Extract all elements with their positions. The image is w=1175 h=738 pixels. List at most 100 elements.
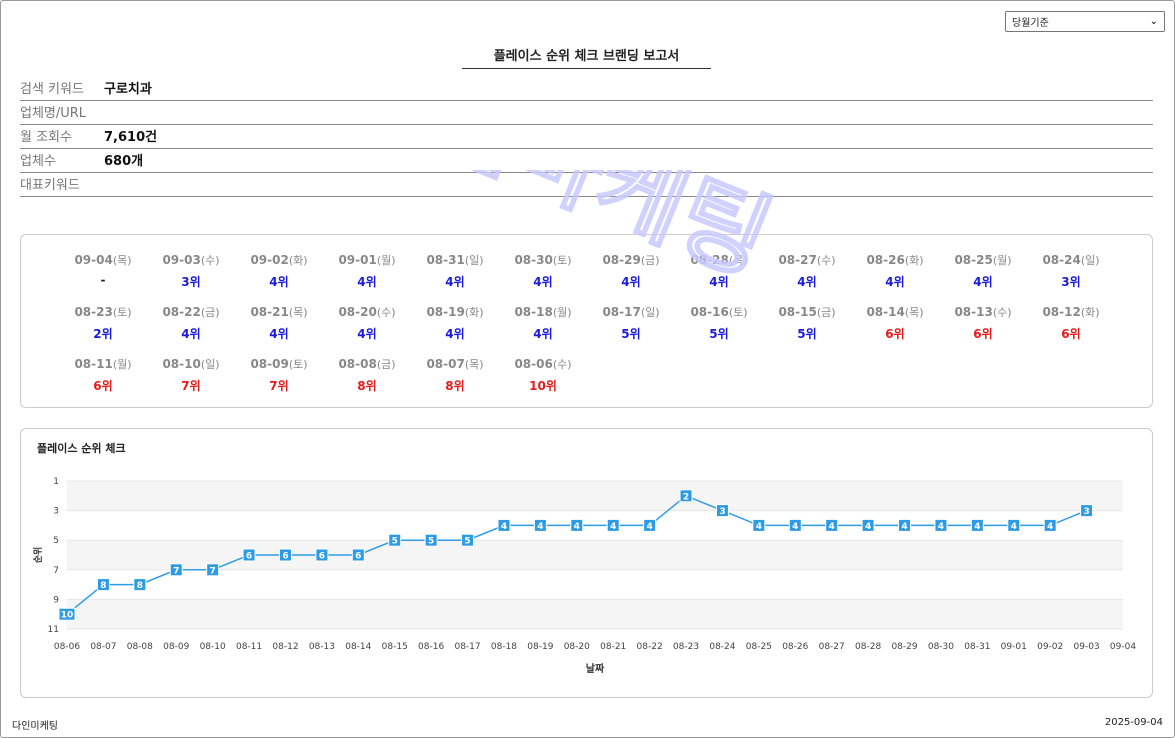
rank-weekday: (수): [376, 306, 396, 319]
info-label: 월 조회수: [20, 130, 72, 145]
rank-day-cell: 08-15(금) 5위: [763, 304, 851, 342]
info-value: 7,610건: [104, 130, 158, 145]
data-point: [206, 563, 220, 577]
info-value: 구로치과: [104, 82, 152, 97]
rank-weekday: (수): [816, 254, 836, 267]
data-point: [898, 518, 912, 532]
rank-value: 4위: [445, 327, 465, 341]
rank-date-text: 08-12: [1042, 305, 1081, 319]
data-label: 4: [829, 522, 835, 532]
footer-company: 다인미케팅: [12, 721, 58, 732]
info-value: 680개: [104, 154, 144, 169]
x-tick-label: 08-26: [782, 642, 808, 652]
x-tick-label: 08-24: [709, 642, 735, 652]
rank-date: 09-01(월): [323, 252, 411, 268]
rank-weekday: (토): [288, 358, 308, 371]
x-tick-label: 08-18: [491, 642, 517, 652]
rank-value: 4위: [357, 275, 377, 289]
rank-value: 4위: [885, 275, 905, 289]
rank-date-text: 08-09: [250, 357, 289, 371]
rank-date-text: 08-15: [778, 305, 817, 319]
data-label: 4: [501, 522, 507, 532]
rank-weekday: (월): [552, 306, 572, 319]
rank-day-cell: 08-30(토) 4위: [499, 252, 587, 290]
data-label: 4: [901, 522, 907, 532]
rank-day-cell: 08-14(목) 6위: [851, 304, 939, 342]
daily-rank-panel: 09-04(목) -09-03(수) 3위 09-02(화) 4위 09-01(월) 4위 0…: [20, 234, 1153, 408]
x-tick-label: 08-28: [855, 642, 881, 652]
data-point: [715, 504, 729, 518]
rank-day-cell: 08-25(월) 4위: [939, 252, 1027, 290]
rank-date-text: 08-10: [162, 357, 201, 371]
rank-day-cell: 09-03(수) 3위: [147, 252, 235, 290]
data-label: 2: [683, 492, 689, 502]
rank-value: 7위: [181, 379, 201, 393]
rank-date-text: 08-30: [514, 253, 553, 267]
data-point: [570, 518, 584, 532]
info-label: 대표키워드: [20, 178, 80, 193]
data-label: 8: [100, 581, 106, 591]
rank-weekday: (일): [200, 358, 220, 371]
rank-weekday: (금): [640, 254, 660, 267]
rank-day-cell: 08-09(토) 7위: [235, 356, 323, 394]
report-title: 플레이스 순위 체크 브랜딩 보고서: [462, 45, 711, 69]
rank-date-text: 09-03: [162, 253, 201, 267]
x-tick-label: 08-11: [236, 642, 262, 652]
data-label: 7: [210, 566, 216, 576]
rank-date: 08-13(수): [939, 304, 1027, 320]
data-label: 4: [610, 522, 616, 532]
rank-weekday: (월): [112, 358, 132, 371]
rank-day-cell: 08-23(토) 2위: [59, 304, 147, 342]
rank-value: 4위: [973, 275, 993, 289]
rank-day-cell: 09-02(화) 4위: [235, 252, 323, 290]
rank-chart-panel: 플레이스 순위 체크 1 3 5 7 9 11 08-06 08-07 08-08 08-09 08…: [20, 428, 1153, 698]
info-row-company: 업체명/URL: [20, 101, 1153, 125]
rank-date: 08-08(금): [323, 356, 411, 372]
rank-date-text: 08-29: [602, 253, 641, 267]
rank-date-text: 08-31: [426, 253, 465, 267]
data-label: 6: [319, 552, 325, 562]
data-label: 4: [756, 522, 762, 532]
rank-weekday: (목): [464, 358, 484, 371]
data-point: [533, 518, 547, 532]
rank-date: 08-29(금): [587, 252, 675, 268]
rank-day-cell: 08-12(화) 6위: [1027, 304, 1115, 342]
data-point: [278, 548, 292, 562]
x-tick-label: 08-06: [54, 642, 80, 652]
rank-value: 6위: [1061, 327, 1081, 341]
rank-date-text: 08-19: [426, 305, 465, 319]
x-tick-label: 08-07: [90, 642, 116, 652]
data-label: 3: [1083, 507, 1089, 517]
rank-day-cell: 08-22(금) 4위: [147, 304, 235, 342]
rank-weekday: (월): [992, 254, 1012, 267]
rank-day-cell: 09-04(목) -: [59, 252, 147, 287]
rank-day-cell: 08-29(금) 4위: [587, 252, 675, 290]
rank-date: 08-24(일): [1027, 252, 1115, 268]
x-tick-label: 08-16: [418, 642, 444, 652]
rank-value: 5위: [709, 327, 729, 341]
rank-date-text: 08-13: [954, 305, 993, 319]
rank-weekday: (월): [376, 254, 396, 267]
rank-date: 08-28(목): [675, 252, 763, 268]
rank-value: 7위: [269, 379, 289, 393]
data-point: [861, 518, 875, 532]
footer-date: 2025-09-04: [1104, 717, 1163, 728]
rank-date-text: 08-17: [602, 305, 641, 319]
rank-weekday: (토): [552, 254, 572, 267]
x-tick-label: 08-27: [819, 642, 845, 652]
rank-value: 4위: [445, 275, 465, 289]
rank-date: 08-16(토): [675, 304, 763, 320]
rank-date-text: 08-16: [690, 305, 729, 319]
x-tick-label: 08-21: [600, 642, 626, 652]
rank-weekday: (목): [288, 306, 308, 319]
rank-date: 08-30(토): [499, 252, 587, 268]
rank-day-cell: 08-20(수) 4위: [323, 304, 411, 342]
rank-weekday: (수): [552, 358, 572, 371]
x-tick-label: 08-30: [928, 642, 954, 652]
y-tick-label: 3: [53, 507, 59, 517]
rank-date-text: 08-18: [514, 305, 553, 319]
rank-date: 08-10(일): [147, 356, 235, 372]
period-select[interactable]: 당월기준 ⌄: [1005, 11, 1165, 32]
rank-weekday: (화): [904, 254, 924, 267]
chart-title: 플레이스 순위 체크: [37, 442, 126, 455]
